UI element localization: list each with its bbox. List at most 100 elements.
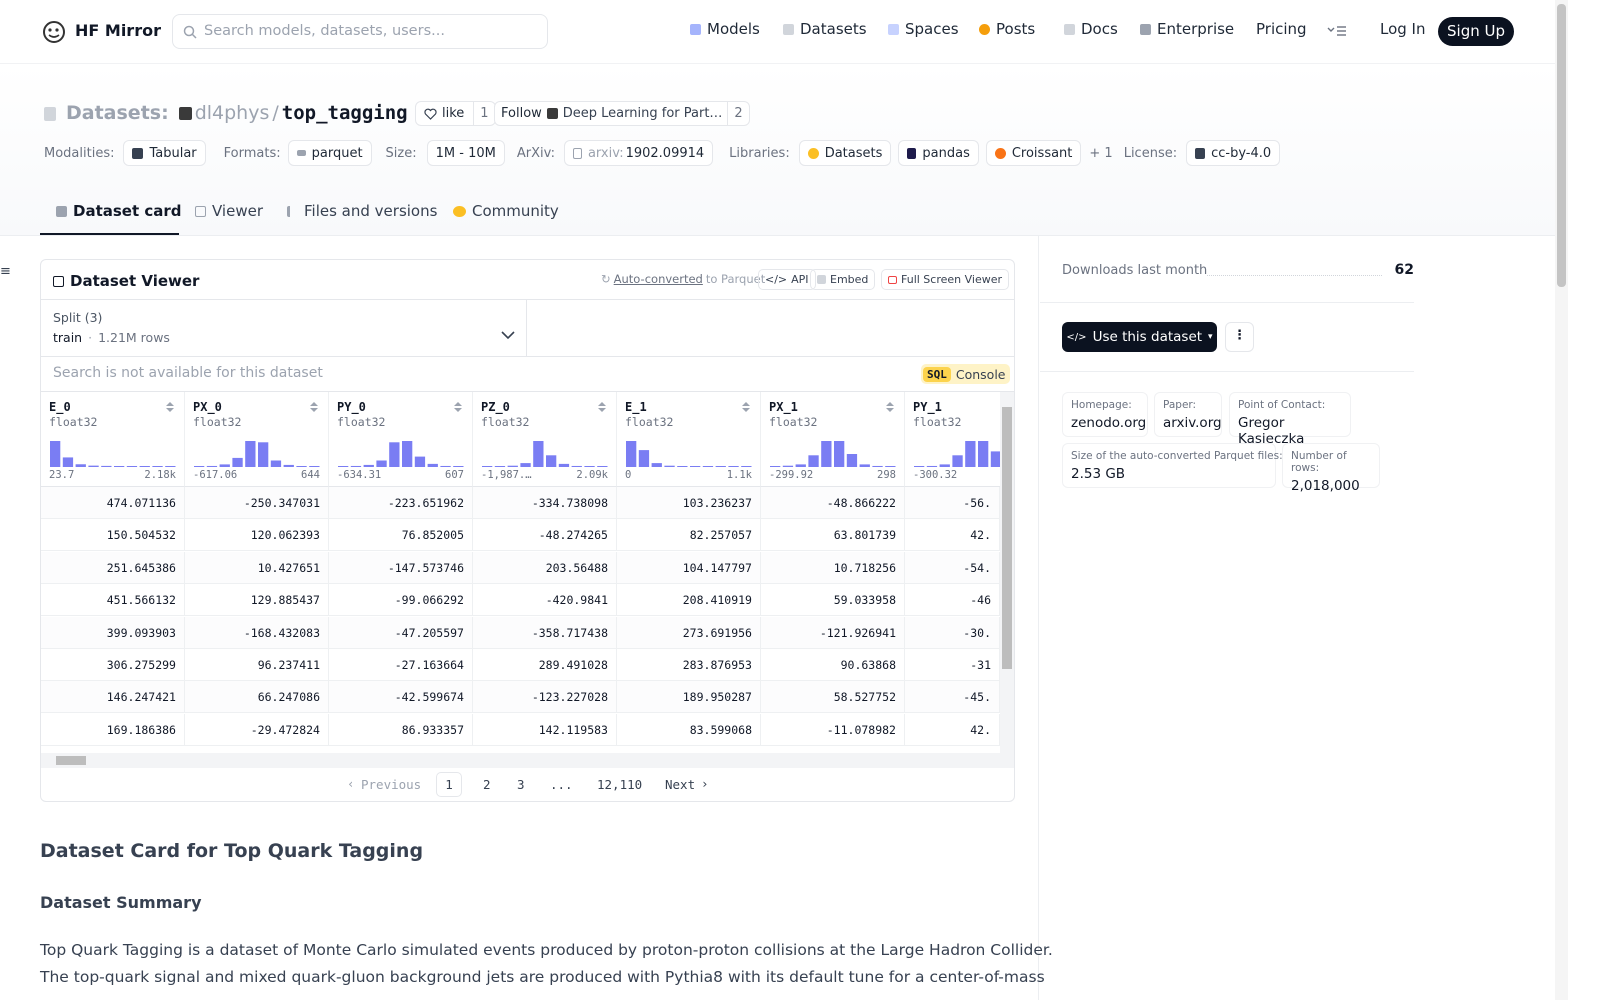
tag-chip[interactable]: Croissant: [985, 140, 1082, 166]
histogram-bar: [152, 466, 163, 467]
sort-icon[interactable]: [453, 401, 463, 413]
nav-pricing[interactable]: Pricing: [1256, 20, 1307, 38]
like-button[interactable]: like 1: [415, 101, 496, 126]
sort-icon[interactable]: [741, 401, 751, 413]
h-scrollbar[interactable]: [41, 753, 1014, 768]
logo-text[interactable]: HF Mirror: [75, 21, 161, 40]
histogram-bar: [338, 466, 349, 467]
info-box: Size of the auto-converted Parquet files…: [1062, 443, 1283, 488]
page-scroll-thumb[interactable]: [1557, 4, 1566, 287]
nav-icon: [783, 23, 794, 35]
repo-owner[interactable]: dl4phys: [194, 102, 270, 124]
tab[interactable]: Files and versions: [287, 202, 437, 220]
repo-name[interactable]: top_tagging: [281, 102, 408, 124]
tag-chip[interactable]: cc-by-4.0: [1186, 140, 1281, 166]
repo-separator: /: [272, 102, 279, 124]
histogram-bar: [677, 466, 688, 467]
sort-icon[interactable]: [309, 401, 319, 413]
histogram-bar: [808, 455, 819, 467]
table-cell: -334.738098: [473, 487, 617, 519]
table-cell: -168.432083: [185, 616, 329, 649]
histogram-bar: [363, 464, 374, 467]
info-box[interactable]: Paper: arxiv.org: [1154, 392, 1222, 437]
sort-icon[interactable]: [597, 401, 607, 413]
nav-spaces[interactable]: Spaces: [888, 20, 959, 38]
histogram-bar: [626, 441, 637, 467]
dotted-leader: [1207, 275, 1382, 276]
table-cell: -31: [905, 649, 1000, 681]
info-value: arxiv.org: [1163, 415, 1222, 431]
v-scroll-thumb[interactable]: [1002, 407, 1012, 669]
tag-chip[interactable]: Tabular: [123, 140, 206, 166]
embed-button[interactable]: Embed: [810, 269, 876, 290]
sort-icon[interactable]: [885, 401, 895, 413]
signup-button[interactable]: Sign Up: [1438, 17, 1514, 46]
tag-chip[interactable]: 1M - 10M: [426, 140, 505, 166]
table-cell: -11.078982: [761, 713, 905, 746]
table-cell: 129.885437: [185, 584, 329, 617]
code-icon: </>: [1066, 331, 1087, 343]
histogram-bar: [126, 466, 138, 467]
use-dataset-button[interactable]: </> Use this dataset ▾: [1062, 322, 1217, 352]
more-button[interactable]: ⋮: [1225, 322, 1254, 352]
table-cell: 10.427651: [185, 551, 329, 584]
nav-models[interactable]: Models: [690, 20, 760, 38]
tag-chip[interactable]: parquet: [287, 140, 372, 166]
histogram-bar: [165, 466, 176, 467]
info-value: 2.53 GB: [1071, 466, 1126, 482]
menu-icon[interactable]: [1327, 24, 1347, 38]
tab[interactable]: Community: [453, 202, 559, 220]
histogram-bar: [558, 463, 570, 467]
info-box[interactable]: Point of Contact: Gregor Kasieczka: [1229, 392, 1351, 447]
nav-datasets[interactable]: Datasets: [783, 20, 867, 38]
split-selector[interactable]: Split (3) train · 1.21M rows: [41, 300, 527, 356]
table-cell: 451.566132: [41, 584, 185, 617]
v-scrollbar[interactable]: [1000, 392, 1014, 753]
page-link[interactable]: 3: [517, 777, 525, 792]
page-link[interactable]: ...: [550, 777, 573, 792]
tag-text: 1M - 10M: [435, 145, 496, 161]
tab[interactable]: Viewer: [195, 202, 263, 220]
info-label: Size of the auto-converted Parquet files…: [1071, 450, 1283, 462]
column-header: E_0 float32 23.7 2.18k: [41, 392, 185, 487]
api-button[interactable]: </> API: [758, 269, 816, 290]
fullscreen-button[interactable]: Full Screen Viewer: [881, 269, 1010, 290]
auto-converted-link[interactable]: Auto-converted: [613, 272, 703, 286]
page-scrollbar[interactable]: [1555, 0, 1568, 1000]
h-scroll-thumb[interactable]: [56, 756, 86, 765]
nav-posts[interactable]: Posts: [979, 20, 1035, 38]
tag-more[interactable]: + 1: [1089, 145, 1113, 161]
info-box[interactable]: Homepage: zenodo.org: [1062, 392, 1148, 437]
nav-docs[interactable]: Docs: [1064, 20, 1118, 38]
page-link[interactable]: 1: [436, 772, 462, 797]
use-dataset-label: Use this dataset: [1092, 329, 1203, 345]
sql-console-button[interactable]: SQL Console: [921, 364, 1010, 384]
histogram-bar: [350, 465, 362, 467]
tag-label: Modalities:: [44, 145, 115, 161]
nav-icon: [1064, 23, 1075, 35]
page-link[interactable]: 2: [483, 777, 491, 792]
tag-chip[interactable]: pandas: [898, 140, 979, 166]
histogram-bar: [770, 466, 781, 467]
next-link[interactable]: Next: [665, 777, 696, 792]
nav-enterprise[interactable]: Enterprise: [1140, 20, 1234, 38]
tag-chip[interactable]: arxiv: 1902.09914: [563, 140, 714, 166]
sort-icon[interactable]: [165, 401, 175, 413]
sidebar-toggle[interactable]: ≡: [0, 264, 11, 279]
page-link[interactable]: 12,110: [597, 777, 643, 792]
histogram-bar: [219, 464, 230, 467]
table-cell: 169.186386: [41, 713, 185, 746]
login-link[interactable]: Log In: [1380, 20, 1426, 38]
follow-button[interactable]: Follow Deep Learning for Part… 2: [494, 101, 750, 126]
table-cell: 96.237411: [185, 649, 329, 681]
search-box[interactable]: Search models, datasets, users...: [172, 14, 548, 49]
column-name: PY_0: [337, 400, 366, 414]
column-name: PX_1: [769, 400, 798, 414]
histogram-bar: [296, 466, 307, 467]
tag-chip[interactable]: Datasets: [798, 140, 892, 166]
table-cell: 150.504532: [41, 519, 185, 552]
tab[interactable]: Dataset card: [56, 202, 182, 220]
column-type: float32: [193, 415, 242, 429]
info-label: Homepage:: [1071, 399, 1132, 411]
